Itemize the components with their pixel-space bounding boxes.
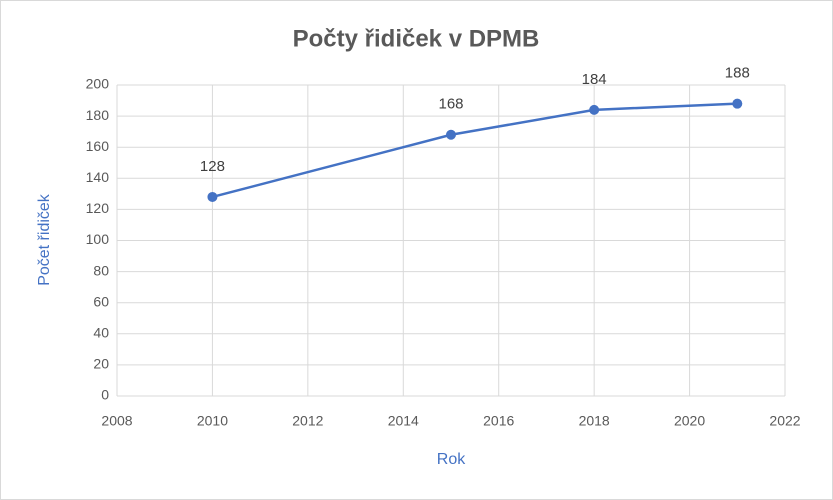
data-label: 128 bbox=[200, 158, 225, 175]
chart-title: Počty řidiček v DPMB bbox=[293, 25, 540, 52]
marker bbox=[589, 104, 600, 115]
y-tick-label: 180 bbox=[86, 107, 110, 123]
x-tick-label: 2022 bbox=[769, 413, 800, 429]
y-tick-label: 80 bbox=[93, 262, 109, 278]
marker bbox=[732, 98, 743, 109]
data-label: 168 bbox=[438, 96, 463, 113]
y-tick-label: 20 bbox=[93, 356, 109, 372]
x-tick-label: 2010 bbox=[197, 413, 228, 429]
x-axis-label: Rok bbox=[437, 451, 466, 468]
x-tick-label: 2018 bbox=[579, 413, 610, 429]
y-tick-label: 120 bbox=[86, 200, 110, 216]
x-tick-label: 2014 bbox=[388, 413, 419, 429]
data-label: 188 bbox=[725, 65, 750, 82]
marker bbox=[446, 129, 456, 140]
y-tick-label: 100 bbox=[86, 231, 110, 247]
y-tick-label: 200 bbox=[86, 76, 110, 92]
data-label: 184 bbox=[582, 71, 607, 88]
x-tick-label: 2012 bbox=[292, 413, 323, 429]
y-tick-label: 160 bbox=[86, 138, 110, 154]
x-tick-label: 2020 bbox=[674, 413, 705, 429]
x-tick-label: 2008 bbox=[101, 413, 132, 429]
marker bbox=[207, 191, 218, 202]
y-tick-label: 40 bbox=[93, 325, 109, 341]
x-tick-label: 2016 bbox=[483, 413, 514, 429]
y-tick-label: 140 bbox=[86, 169, 110, 185]
y-tick-label: 60 bbox=[93, 293, 109, 309]
y-axis-label: Počet řidiček bbox=[36, 193, 53, 286]
line bbox=[212, 102, 738, 199]
y-tick-label: 0 bbox=[101, 387, 109, 403]
